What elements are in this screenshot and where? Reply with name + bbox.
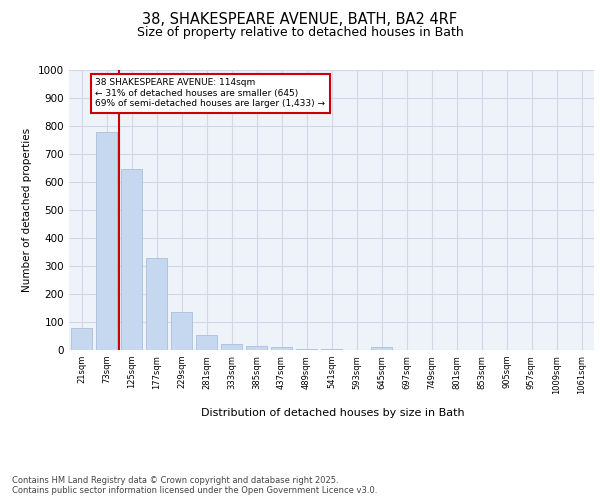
Text: Size of property relative to detached houses in Bath: Size of property relative to detached ho…: [137, 26, 463, 39]
Bar: [246, 346, 267, 350]
Text: 38 SHAKESPEARE AVENUE: 114sqm
← 31% of detached houses are smaller (645)
69% of : 38 SHAKESPEARE AVENUE: 114sqm ← 31% of d…: [95, 78, 325, 108]
Bar: [146, 258, 167, 350]
Bar: [121, 170, 142, 350]
Bar: [171, 312, 192, 350]
Bar: [296, 348, 317, 350]
Bar: [271, 347, 292, 350]
Text: Contains HM Land Registry data © Crown copyright and database right 2025.
Contai: Contains HM Land Registry data © Crown c…: [12, 476, 377, 495]
Text: Distribution of detached houses by size in Bath: Distribution of detached houses by size …: [201, 408, 465, 418]
Bar: [321, 349, 342, 350]
Bar: [71, 328, 92, 350]
Bar: [96, 132, 117, 350]
Bar: [196, 334, 217, 350]
Bar: [371, 347, 392, 350]
Y-axis label: Number of detached properties: Number of detached properties: [22, 128, 32, 292]
Text: 38, SHAKESPEARE AVENUE, BATH, BA2 4RF: 38, SHAKESPEARE AVENUE, BATH, BA2 4RF: [142, 12, 458, 28]
Bar: [221, 344, 242, 350]
